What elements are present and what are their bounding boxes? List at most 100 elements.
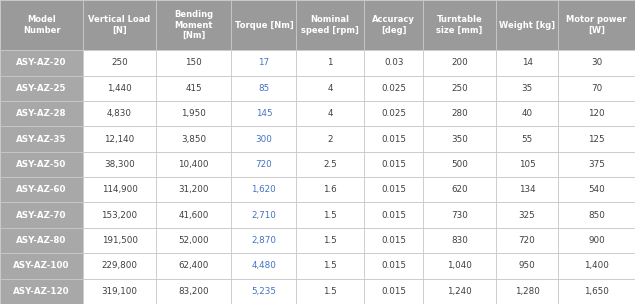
Bar <box>364 228 424 253</box>
Bar <box>231 101 297 126</box>
Bar <box>156 0 231 50</box>
Bar <box>297 152 364 177</box>
Bar <box>364 202 424 228</box>
Text: 0.015: 0.015 <box>381 211 406 220</box>
Text: 1,620: 1,620 <box>251 185 276 194</box>
Text: 0.015: 0.015 <box>381 236 406 245</box>
Text: 2,710: 2,710 <box>251 211 276 220</box>
Bar <box>558 126 635 152</box>
Text: 1: 1 <box>328 58 333 67</box>
Text: ASY-AZ-80: ASY-AZ-80 <box>17 236 67 245</box>
Bar <box>0 50 83 76</box>
Bar <box>558 152 635 177</box>
Text: 2.5: 2.5 <box>323 160 337 169</box>
Text: 720: 720 <box>255 160 272 169</box>
Text: 250: 250 <box>451 84 468 93</box>
Text: Turntable
size [mm]: Turntable size [mm] <box>436 16 483 35</box>
Text: Weight [kg]: Weight [kg] <box>499 21 555 29</box>
Text: 62,400: 62,400 <box>178 261 209 271</box>
Text: Torque [Nm]: Torque [Nm] <box>234 21 293 29</box>
Bar <box>297 126 364 152</box>
Bar <box>0 101 83 126</box>
Text: 730: 730 <box>451 211 468 220</box>
Bar <box>0 253 83 278</box>
Bar <box>496 228 558 253</box>
Bar <box>0 202 83 228</box>
Text: 4,480: 4,480 <box>251 261 276 271</box>
Text: 540: 540 <box>588 185 605 194</box>
Bar <box>83 50 156 76</box>
Bar <box>83 253 156 278</box>
Text: 1.5: 1.5 <box>323 261 337 271</box>
Text: 17: 17 <box>258 58 269 67</box>
Bar <box>424 278 496 304</box>
Bar <box>0 126 83 152</box>
Text: ASY-AZ-100: ASY-AZ-100 <box>13 261 70 271</box>
Bar <box>496 202 558 228</box>
Bar <box>424 0 496 50</box>
Text: 300: 300 <box>255 134 272 143</box>
Text: ASY-AZ-120: ASY-AZ-120 <box>13 287 70 296</box>
Bar <box>0 0 83 50</box>
Bar <box>558 101 635 126</box>
Text: 1.6: 1.6 <box>323 185 337 194</box>
Text: 375: 375 <box>588 160 605 169</box>
Text: 1.5: 1.5 <box>323 287 337 296</box>
Text: 105: 105 <box>519 160 535 169</box>
Text: 30: 30 <box>591 58 602 67</box>
Text: Vertical Load
[N]: Vertical Load [N] <box>88 16 150 35</box>
Text: 1,650: 1,650 <box>584 287 609 296</box>
Bar <box>0 152 83 177</box>
Text: 1,280: 1,280 <box>514 287 540 296</box>
Bar <box>558 76 635 101</box>
Text: 350: 350 <box>451 134 468 143</box>
Bar <box>156 253 231 278</box>
Text: ASY-AZ-50: ASY-AZ-50 <box>17 160 67 169</box>
Bar <box>156 76 231 101</box>
Bar <box>496 152 558 177</box>
Bar <box>231 152 297 177</box>
Bar <box>156 177 231 202</box>
Text: 52,000: 52,000 <box>178 236 209 245</box>
Text: 250: 250 <box>111 58 128 67</box>
Text: 134: 134 <box>519 185 535 194</box>
Text: ASY-AZ-20: ASY-AZ-20 <box>17 58 67 67</box>
Text: 38,300: 38,300 <box>104 160 135 169</box>
Text: 35: 35 <box>521 84 533 93</box>
Bar <box>156 50 231 76</box>
Bar <box>558 177 635 202</box>
Bar <box>424 152 496 177</box>
Text: Motor power
[W]: Motor power [W] <box>566 16 627 35</box>
Bar <box>297 0 364 50</box>
Text: 950: 950 <box>519 261 535 271</box>
Text: 1,950: 1,950 <box>181 109 206 118</box>
Text: 4: 4 <box>328 109 333 118</box>
Bar <box>0 278 83 304</box>
Bar <box>83 76 156 101</box>
Text: 850: 850 <box>588 211 605 220</box>
Text: 0.015: 0.015 <box>381 261 406 271</box>
Text: 3,850: 3,850 <box>181 134 206 143</box>
Bar <box>231 76 297 101</box>
Text: 325: 325 <box>519 211 535 220</box>
Bar <box>297 253 364 278</box>
Bar <box>156 228 231 253</box>
Text: 125: 125 <box>588 134 605 143</box>
Bar <box>558 202 635 228</box>
Text: 145: 145 <box>255 109 272 118</box>
Text: 10,400: 10,400 <box>178 160 209 169</box>
Text: 12,140: 12,140 <box>105 134 135 143</box>
Bar <box>297 278 364 304</box>
Bar <box>558 228 635 253</box>
Text: 1.5: 1.5 <box>323 236 337 245</box>
Bar <box>424 101 496 126</box>
Text: 319,100: 319,100 <box>102 287 138 296</box>
Text: 1,040: 1,040 <box>447 261 472 271</box>
Bar <box>496 0 558 50</box>
Bar <box>156 126 231 152</box>
Text: Nominal
speed [rpm]: Nominal speed [rpm] <box>301 16 359 35</box>
Bar <box>156 101 231 126</box>
Text: Model
Number: Model Number <box>23 16 60 35</box>
Text: 620: 620 <box>451 185 468 194</box>
Bar <box>83 0 156 50</box>
